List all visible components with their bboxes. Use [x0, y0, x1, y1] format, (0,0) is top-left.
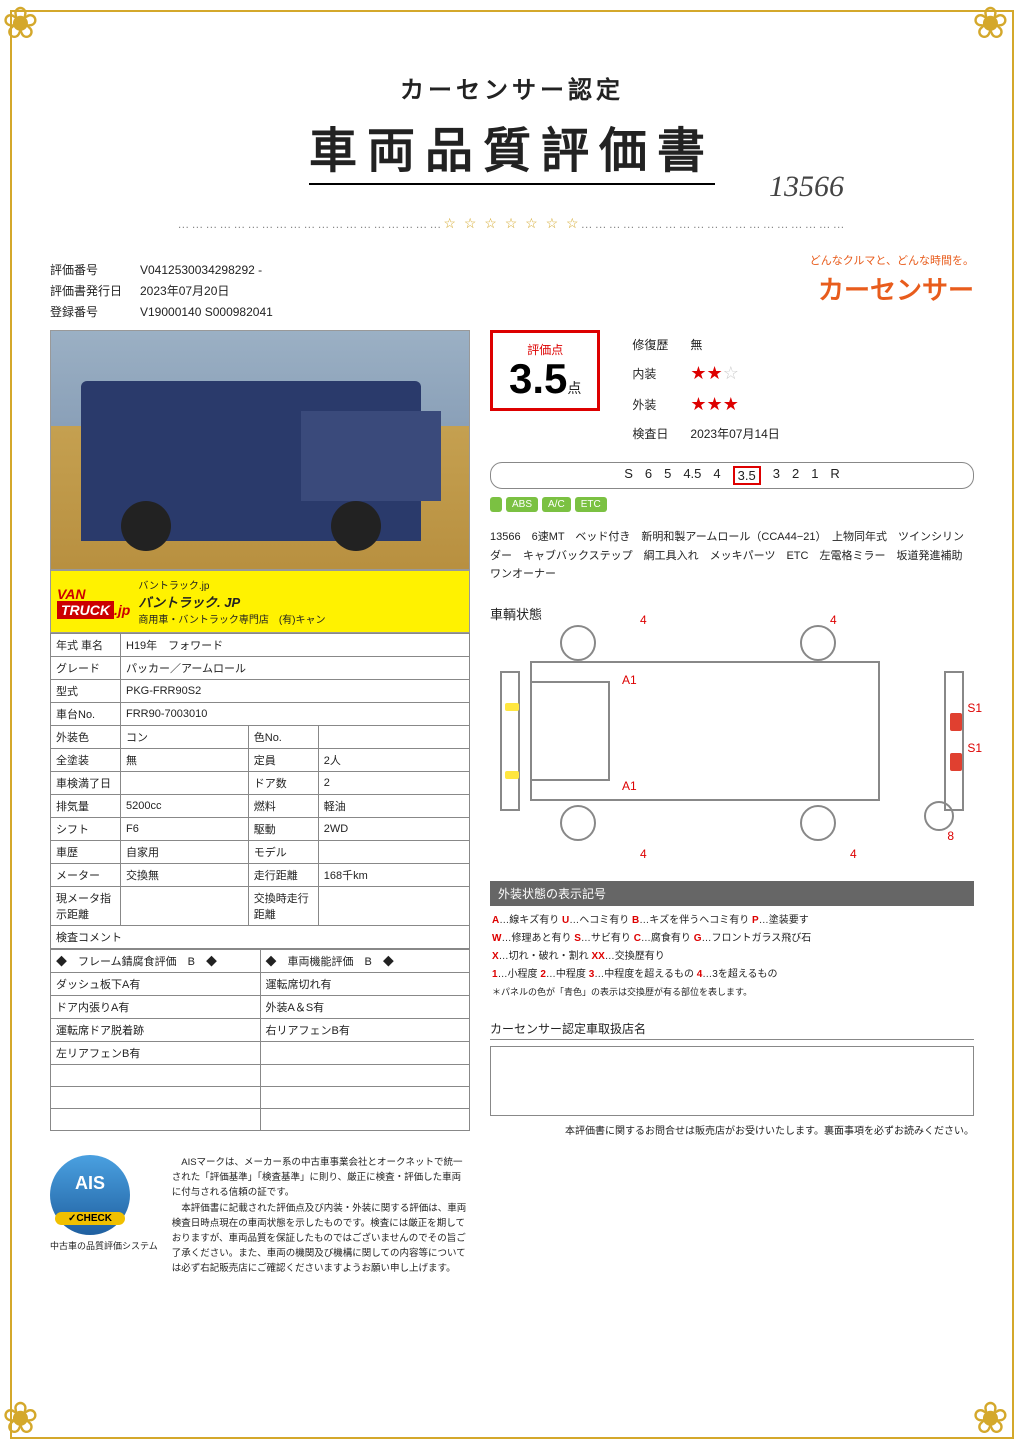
- sub-title: カーセンサー認定: [50, 70, 974, 105]
- corner-ornament: ❀: [2, 1397, 52, 1447]
- label-issue-date: 評価書発行日: [50, 282, 140, 299]
- value-eval-no: V0412530034298292 -: [140, 263, 262, 277]
- score-table: 修復歴無 内装★★☆ 外装★★★ 検査日2023年07月14日: [620, 330, 791, 448]
- inspect-table: ◆ フレーム錆腐食評価 B ◆◆ 車両機能評価 B ◆ダッシュ板下A有運転席切れ…: [50, 949, 470, 1131]
- feature-badges: ABSA/CETC: [490, 497, 974, 512]
- ais-logo: AIS ✓CHECK: [50, 1155, 130, 1235]
- handwritten-number: 13566: [769, 170, 844, 204]
- rating-scale: S654.543.5321R: [490, 462, 974, 489]
- label-reg-no: 登録番号: [50, 303, 140, 320]
- ais-caption: 中古車の品質評価システム: [50, 1239, 158, 1252]
- vehicle-photo: [50, 330, 470, 570]
- main-title: 車両品質評価書: [309, 111, 715, 185]
- inspect-header: 検査コメント: [50, 926, 470, 949]
- dealer-banner: VANTRUCK.jp バントラック.jp バントラック. JP 商用車・バント…: [50, 570, 470, 633]
- ais-text: AISマークは、メーカー系の中古車事業会社とオークネットで統一された「評価基準」…: [172, 1155, 470, 1277]
- label-eval-no: 評価番号: [50, 261, 140, 278]
- diagram-header: 車輌状態: [490, 604, 974, 623]
- dealer-header: カーセンサー認定車取扱店名: [490, 1020, 974, 1040]
- vehicle-notes: 13566 6速MT ベッド付き 新明和製アームロール（CCA44−21） 上物…: [490, 528, 974, 584]
- score-box: 評価点 3.5点: [490, 330, 600, 411]
- spec-table: 年式 車名H19年 フォワードグレードパッカー／アームロール型式PKG-FRR9…: [50, 633, 470, 926]
- divider-stars: …………………………………………………☆ ☆ ☆ ☆ ☆ ☆ ☆………………………: [50, 215, 974, 232]
- value-reg-no: V19000140 S000982041: [140, 305, 273, 319]
- value-issue-date: 2023年07月20日: [140, 284, 229, 298]
- vehicle-diagram: 4 4 A1 A1 S1 S1 4 4 8: [490, 631, 974, 871]
- corner-ornament: ❀: [972, 2, 1022, 52]
- corner-ornament: ❀: [972, 1397, 1022, 1447]
- dealer-box: [490, 1046, 974, 1116]
- corner-ornament: ❀: [2, 2, 52, 52]
- legend-box: 外装状態の表示記号 A…線キズ有り U…ヘコミ有り B…キズを伴うヘコミ有り P…: [490, 881, 974, 1006]
- footer-note: 本評価書に関するお問合せは販売店がお受けいたします。裏面事項を必ずお読みください…: [490, 1122, 974, 1137]
